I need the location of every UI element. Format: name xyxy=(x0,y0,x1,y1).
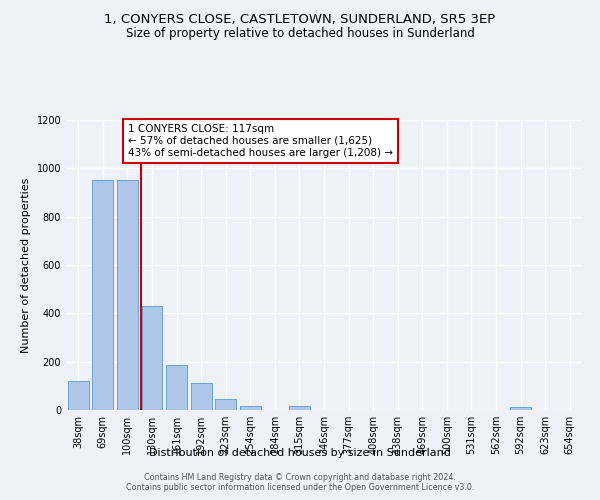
Bar xyxy=(510,407,531,410)
Bar xyxy=(289,406,310,410)
Bar xyxy=(240,406,261,410)
Bar xyxy=(191,384,212,410)
Text: 1, CONYERS CLOSE, CASTLETOWN, SUNDERLAND, SR5 3EP: 1, CONYERS CLOSE, CASTLETOWN, SUNDERLAND… xyxy=(104,12,496,26)
Bar xyxy=(92,180,113,410)
Text: Contains HM Land Registry data © Crown copyright and database right 2024.
Contai: Contains HM Land Registry data © Crown c… xyxy=(126,473,474,492)
Text: Size of property relative to detached houses in Sunderland: Size of property relative to detached ho… xyxy=(125,28,475,40)
Y-axis label: Number of detached properties: Number of detached properties xyxy=(21,178,31,352)
Text: Distribution of detached houses by size in Sunderland: Distribution of detached houses by size … xyxy=(149,448,451,458)
Bar xyxy=(215,399,236,410)
Bar xyxy=(142,306,163,410)
Text: 1 CONYERS CLOSE: 117sqm
← 57% of detached houses are smaller (1,625)
43% of semi: 1 CONYERS CLOSE: 117sqm ← 57% of detache… xyxy=(128,124,393,158)
Bar xyxy=(68,381,89,410)
Bar xyxy=(117,180,138,410)
Bar xyxy=(166,366,187,410)
